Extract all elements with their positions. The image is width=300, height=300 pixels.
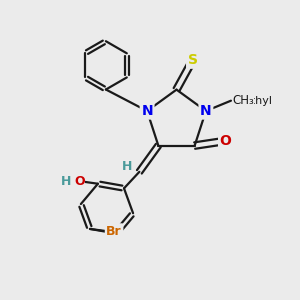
Text: methyl: methyl — [234, 96, 273, 106]
Text: N: N — [141, 104, 153, 118]
Text: H: H — [122, 160, 132, 173]
Text: methyl: methyl — [233, 96, 272, 106]
Text: O: O — [220, 134, 232, 148]
Text: N: N — [200, 104, 212, 118]
Text: H: H — [61, 175, 71, 188]
Text: Br: Br — [106, 225, 122, 238]
Text: CH₃: CH₃ — [232, 94, 254, 107]
Text: S: S — [188, 53, 198, 67]
Text: O: O — [74, 175, 85, 188]
